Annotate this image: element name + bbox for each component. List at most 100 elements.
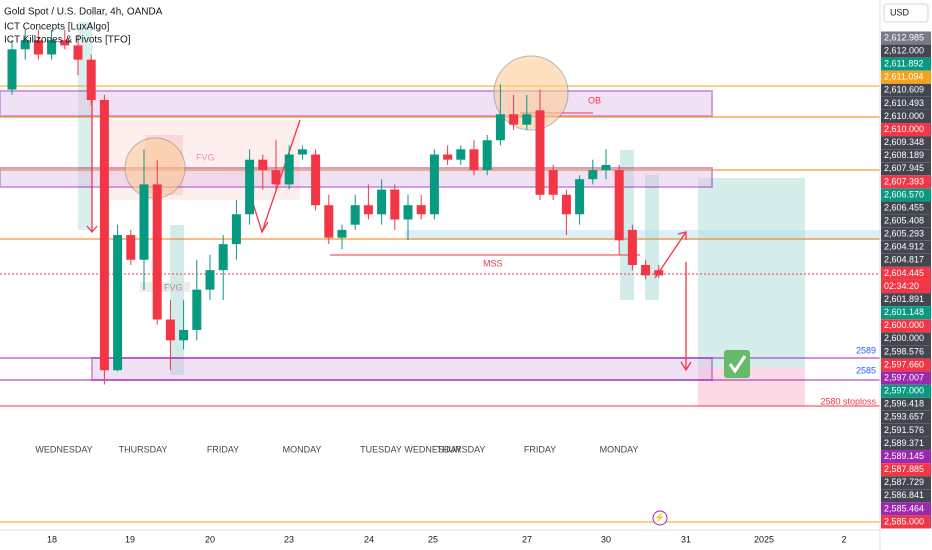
price-label: 2,607.945 (884, 163, 924, 173)
price-label: 2,601.891 (884, 294, 924, 304)
candle-body (561, 194, 571, 215)
price-tag (881, 175, 931, 189)
candle-body (179, 329, 189, 341)
price-label: 2,607.393 (884, 176, 924, 186)
price-label: 2,604.817 (884, 255, 924, 265)
candle-body (377, 189, 387, 215)
price-label: 2,593.657 (884, 412, 924, 422)
fvg-label: FVG (164, 282, 183, 292)
price-label: 2,600.000 (884, 333, 924, 343)
candle-body (60, 40, 70, 46)
price-label: 02:34:20 (884, 281, 919, 291)
price-tag (881, 463, 931, 477)
price-tag (881, 436, 931, 450)
price-tag (881, 70, 931, 84)
price-tag (881, 57, 931, 71)
candle-body (495, 114, 505, 141)
price-label: 2,610.000 (884, 111, 924, 121)
candle-body (575, 179, 585, 215)
candle-body (469, 149, 479, 171)
candle-body (429, 154, 439, 215)
session-label: TUESDAY (360, 444, 402, 454)
candle-body (548, 170, 558, 195)
price-label: 2,605.408 (884, 215, 924, 225)
price-label: 2,597.660 (884, 359, 924, 369)
circle-highlight (493, 55, 569, 131)
price-tag (881, 384, 931, 398)
candle-body (443, 154, 453, 160)
session-label: THURSDAY (119, 444, 168, 454)
currency[interactable]: USD (890, 7, 910, 17)
candle-body (324, 205, 334, 238)
price-label: 2,600.000 (884, 320, 924, 330)
date-label: 24 (364, 534, 374, 544)
price-tag (881, 83, 931, 97)
price-tag (881, 293, 931, 307)
price-label: 2,591.576 (884, 425, 924, 435)
candle-body (284, 154, 294, 185)
candle-body (86, 59, 96, 100)
price-tag (881, 31, 931, 45)
stoploss-label: 2580 stoploss (820, 396, 876, 406)
price-tag (881, 96, 931, 110)
date-label: 19 (125, 534, 135, 544)
zone-box (91, 357, 713, 381)
session-label: WEDNESDAY (35, 444, 92, 454)
date-label: 30 (601, 534, 611, 544)
candle-body (588, 170, 598, 180)
candle-body (509, 114, 519, 125)
price-label: 2,610.609 (884, 85, 924, 95)
candle-body (33, 40, 43, 55)
chart-title: Gold Spot / U.S. Dollar, 4h, OANDA (4, 7, 163, 18)
price-tag (881, 136, 931, 150)
fvg-label: FVG (196, 152, 215, 162)
price-label: 2,596.418 (884, 399, 924, 409)
price-label: 2,598.576 (884, 346, 924, 356)
price-tag (881, 123, 931, 137)
price-tag (881, 227, 931, 241)
price-label: 2,589.371 (884, 438, 924, 448)
price-tag (881, 253, 931, 267)
date-label: 2025 (754, 534, 774, 544)
price-tag (881, 201, 931, 215)
candle-body (218, 244, 228, 271)
currency-button[interactable] (883, 3, 929, 23)
price-label: 2,610.493 (884, 98, 924, 108)
price-tag (881, 371, 931, 385)
price-label: 2,587.729 (884, 477, 924, 487)
price-label: 2,587.885 (884, 464, 924, 474)
session-label: FRIDAY (207, 444, 239, 454)
price-label: 2,606.570 (884, 189, 924, 199)
session-label: WEDNESDAY (404, 444, 461, 454)
candle-body (311, 154, 321, 206)
candle-body (20, 40, 30, 50)
candle-body (535, 110, 545, 195)
price-tag (881, 515, 931, 529)
candle-body (126, 235, 136, 260)
candle-body (271, 170, 281, 185)
candle-body (231, 214, 241, 245)
price-tag (881, 319, 931, 333)
price-label: 2,610.000 (884, 124, 924, 134)
price-label: 2,586.841 (884, 490, 924, 500)
mss-label: MSS (483, 258, 503, 268)
price-label: 2,612.000 (884, 45, 924, 55)
session-label: THURSDAY (437, 444, 486, 454)
candle-body (627, 229, 637, 265)
event-icon-glyph: ⚡ (654, 511, 665, 523)
price-label: 2,597.007 (884, 372, 924, 382)
event-icon[interactable] (652, 510, 668, 526)
price-tag (881, 423, 931, 437)
candle-body (416, 205, 426, 215)
candle-body (390, 189, 400, 220)
price-tag (881, 266, 931, 280)
stop-zone (698, 367, 805, 406)
price-tag (881, 410, 931, 424)
price-tag (881, 280, 931, 294)
price-tag (881, 214, 931, 228)
price-tag (881, 332, 931, 346)
target-zone (698, 178, 805, 367)
candle-body (245, 159, 255, 215)
price-tag (881, 188, 931, 202)
